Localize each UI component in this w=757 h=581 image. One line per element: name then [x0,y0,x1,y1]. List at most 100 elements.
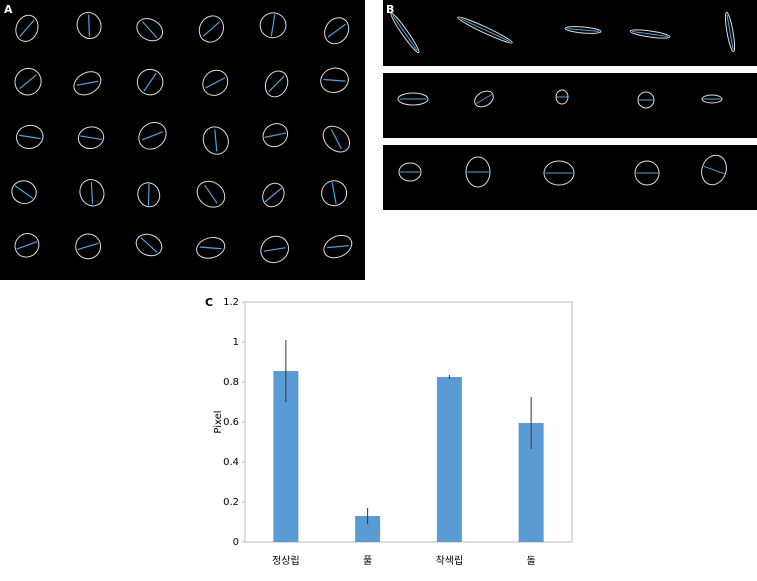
object-outline [465,156,491,188]
object-axis [392,15,418,51]
y-tick-label: 1.2 [223,297,239,308]
object-outline [701,154,727,186]
panel-label: B [386,3,394,16]
panel-b-image-2 [383,73,757,138]
grain-outline [320,67,349,93]
grain-outline [196,180,226,208]
grain-outlines [11,11,736,264]
grain-axis [18,134,41,140]
grain-axis [202,21,221,37]
grain-axis [327,23,346,38]
grain-axis [80,135,102,141]
object-outline [474,90,494,108]
grain-outline [262,182,285,208]
grain-axis [141,21,158,39]
grain-outline [321,180,348,207]
grain-outline [14,67,42,96]
grain-axis [140,237,158,253]
object-outline [398,162,422,182]
grain-axis [143,72,157,92]
grain-outline [135,233,163,257]
grain-axis [326,244,349,249]
object-outline [637,91,655,109]
object-outline [555,89,569,105]
grain-axis [90,181,94,204]
y-tick-label: 0.4 [223,457,239,468]
object-outline [629,29,671,39]
grain-axis [19,74,37,90]
grain-outline [11,180,37,205]
object-axis [726,14,734,50]
object-outline [564,26,602,34]
object-axis [460,18,510,42]
y-tick-label: 0 [233,537,239,548]
y-tick-label: 0.2 [223,497,239,508]
grain-outline [79,179,105,207]
grain-axis [205,77,226,89]
object-outline [390,12,420,54]
grain-outline [15,14,39,42]
grain-outline [264,70,289,98]
grain-outline [136,18,164,42]
y-tick-label: 1 [233,337,239,348]
x-tick-label: 정상립 [272,554,300,567]
grain-axis [264,187,283,203]
grain-outline [138,121,167,150]
grain-axis [268,75,285,93]
grain-outline [196,236,226,259]
object-outline [543,160,575,186]
x-tick-label: 착색립 [436,554,464,567]
grain-outline [324,17,350,45]
panel-b-image-3 [383,145,757,210]
object-outline [634,160,660,186]
object-axis [566,28,600,32]
grain-axis [19,19,35,38]
panel-label: A [4,3,13,16]
grain-outline [137,182,161,208]
grain-axis [330,129,342,150]
grain-axis [199,246,222,250]
grain-outline [262,123,289,148]
grain-outline [75,233,102,260]
grain-axis [264,132,287,138]
grain-outline [198,15,225,43]
panel-a-image [0,0,365,280]
y-axis-label: Pixel [213,410,224,433]
grain-axis [270,14,276,37]
grain-outline [202,69,229,96]
panel-label: C [205,296,213,309]
grain-outline [73,71,102,96]
grain-axis [323,78,346,82]
grain-axis [88,14,90,37]
object-outline [397,92,429,106]
grain-axis [16,241,38,250]
grain-outline [259,12,287,39]
object-outline [724,11,736,53]
object-axis [703,165,725,175]
grain-outline [260,235,290,264]
grain-axis [77,242,99,251]
grain-outline [202,126,229,155]
x-tick-label: 돌 [527,555,536,567]
grain-axis [263,247,286,252]
object-outline [701,94,723,104]
object-axis [632,30,668,38]
grain-outline [323,234,353,259]
grain-outline [136,68,164,96]
grain-outline [14,233,40,258]
grain-axis [204,184,218,204]
object-outline [457,16,513,44]
y-tick-label: 0.8 [223,377,239,388]
grain-axis [147,183,150,206]
x-tick-label: 풀 [363,555,372,567]
bar [436,377,462,542]
grain-axis [331,182,337,205]
grain-outline [322,125,351,153]
grain-outline [77,126,105,150]
grain-axis [14,185,34,200]
grain-axis [141,131,163,141]
grain-axis [214,129,218,152]
grain-axis [76,80,99,86]
grain-outline [76,11,102,40]
